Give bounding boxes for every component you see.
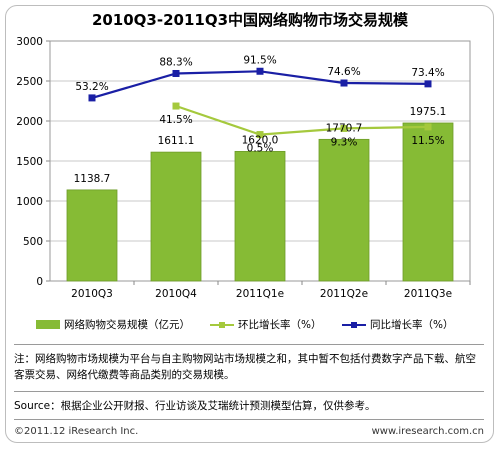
line-marker — [172, 102, 180, 110]
line-qoq — [175, 104, 429, 136]
line-value-label: 11.5% — [411, 135, 444, 147]
x-tick-label: 2010Q3 — [71, 288, 113, 300]
line-marker — [256, 67, 264, 75]
bar-value-label: 1138.7 — [74, 173, 111, 185]
y-tick-label: 2000 — [16, 116, 43, 128]
line-series — [88, 67, 432, 139]
bar-value-label: 1611.1 — [158, 135, 195, 147]
line-value-label: 53.2% — [75, 81, 108, 93]
x-tick-label: 2011Q3e — [404, 288, 452, 300]
y-tick-label: 1000 — [16, 196, 43, 208]
line-value-label: 74.6% — [327, 66, 360, 78]
bar — [66, 189, 118, 282]
legend-item-scale: 网络购物交易规模（亿元） — [36, 317, 190, 332]
y-tick-label: 500 — [23, 236, 43, 248]
x-tick-label: 2011Q1e — [236, 288, 284, 300]
legend-swatch-yoy — [342, 320, 366, 330]
legend-swatch-bar — [36, 320, 60, 329]
line-value-label: 41.5% — [159, 114, 192, 126]
y-tick-label: 1500 — [16, 156, 43, 168]
legend-label-qoq: 环比增长率（%） — [238, 319, 322, 331]
chart-title: 2010Q3-2011Q3中国网络购物市场交易规模 — [91, 11, 409, 29]
line-marker — [424, 80, 432, 88]
x-tick-label: 2011Q2e — [320, 288, 368, 300]
line-value-label: 73.4% — [411, 67, 444, 79]
line-value-label: 9.3% — [331, 136, 358, 148]
y-tick-label: 0 — [36, 276, 43, 288]
bar — [150, 151, 202, 282]
chart-note: 注：网络购物市场规模为平台与自主购物网站市场规模之和，其中暂不包括付费数字产品下… — [14, 353, 476, 381]
bar — [318, 138, 370, 282]
divider-top — [14, 344, 484, 345]
website-link[interactable]: www.iresearch.com.cn — [371, 426, 484, 437]
x-tick-label: 2010Q4 — [155, 288, 197, 300]
line-marker — [88, 94, 96, 102]
line-marker — [340, 124, 348, 132]
legend-item-qoq: 环比增长率（%） — [210, 317, 321, 332]
y-tick-label: 3000 — [16, 36, 43, 48]
data-labels: 1138.7 1611.1 1620.0 1770.7 1975.1 41.5% 0.5% 9… — [74, 54, 447, 185]
bar-value-label: 1620.0 — [242, 134, 279, 146]
line-marker — [340, 79, 348, 87]
bar — [402, 122, 454, 282]
line-value-label: 0.5% — [247, 143, 274, 155]
line-value-label: 91.5% — [243, 54, 276, 66]
bar-series — [66, 122, 454, 282]
legend-swatch-qoq — [210, 320, 234, 330]
legend-item-yoy: 同比增长率（%） — [342, 317, 453, 332]
line-value-label: 88.3% — [159, 56, 192, 68]
line-marker — [172, 69, 180, 77]
bar — [234, 150, 286, 282]
copyright-text: ©2011.12 iResearch Inc. — [14, 426, 139, 437]
divider-middle — [14, 391, 484, 392]
divider-bottom — [14, 419, 484, 420]
line-marker — [256, 131, 264, 139]
chart-legend: 网络购物交易规模（亿元） 环比增长率（%） 同比增长率（%） — [14, 317, 484, 337]
bar-value-label: 1770.7 — [326, 122, 363, 134]
legend-label-scale: 网络购物交易规模（亿元） — [64, 319, 190, 331]
chart-source: Source：根据企业公开财报、行业访谈及艾瑞统计预测模型估算，仅供参考。 — [14, 400, 376, 412]
legend-label-yoy: 同比增长率（%） — [370, 319, 454, 331]
line-marker — [424, 123, 432, 131]
bar-value-label: 1975.1 — [410, 106, 447, 118]
y-tick-label: 2500 — [16, 76, 43, 88]
